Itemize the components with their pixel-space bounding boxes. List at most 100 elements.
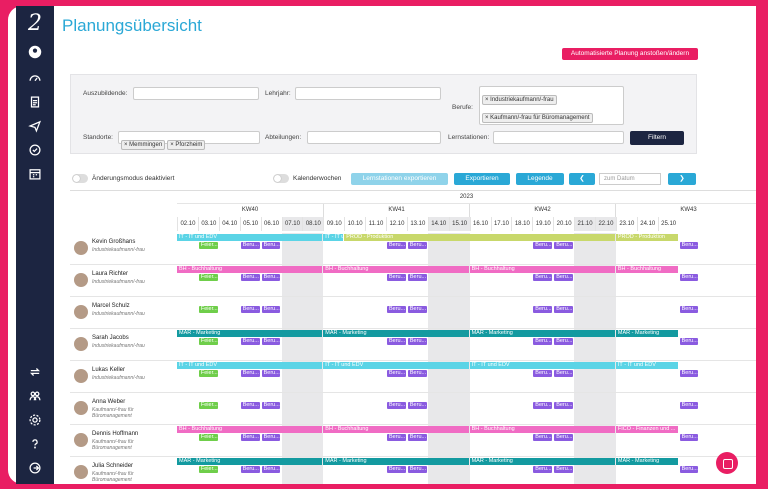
assignment-bar[interactable]: BH - Buchhaltung: [177, 426, 323, 433]
school-chip[interactable]: Beru...: [554, 434, 574, 441]
assignment-bar[interactable]: IT - IT und EDV: [323, 234, 344, 241]
abteilungen-input[interactable]: [307, 131, 441, 144]
assignment-bar[interactable]: MAR - Marketing: [615, 458, 678, 465]
exportieren-button[interactable]: Exportieren: [454, 173, 510, 185]
school-chip[interactable]: Beru...: [387, 402, 406, 409]
school-chip[interactable]: Beru...: [679, 274, 699, 281]
clipboard-icon[interactable]: [25, 92, 45, 112]
check-circle-icon[interactable]: [25, 140, 45, 160]
profile-icon[interactable]: [25, 42, 45, 62]
holiday-chip[interactable]: Feier...: [198, 242, 218, 249]
standorte-chip[interactable]: × Pforzheim: [167, 140, 206, 150]
school-chip[interactable]: Beru...: [679, 370, 699, 377]
school-chip[interactable]: Beru...: [554, 338, 574, 345]
school-chip[interactable]: Beru...: [533, 242, 553, 249]
dashboard-icon[interactable]: [25, 68, 45, 88]
assignment-bar[interactable]: IT - IT und EDV: [615, 362, 678, 369]
school-chip[interactable]: Beru...: [679, 306, 699, 313]
school-chip[interactable]: Beru...: [261, 370, 281, 377]
school-chip[interactable]: Beru...: [387, 338, 406, 345]
school-chip[interactable]: Beru...: [387, 370, 406, 377]
school-chip[interactable]: Beru...: [387, 434, 406, 441]
school-chip[interactable]: Beru...: [261, 402, 281, 409]
school-chip[interactable]: Beru...: [533, 370, 553, 377]
school-chip[interactable]: Beru...: [679, 466, 699, 473]
assignment-bar[interactable]: MAR - Marketing: [323, 458, 469, 465]
school-chip[interactable]: Beru...: [533, 306, 553, 313]
kalenderwochen-toggle[interactable]: [273, 174, 289, 183]
school-chip[interactable]: Beru...: [407, 370, 427, 377]
send-icon[interactable]: [25, 116, 45, 136]
school-chip[interactable]: Beru...: [261, 306, 281, 313]
school-chip[interactable]: Beru...: [240, 242, 260, 249]
school-chip[interactable]: Beru...: [387, 306, 406, 313]
person-row[interactable]: Lukas Keller Industriekaufmann/-frau: [70, 361, 177, 393]
assignment-bar[interactable]: BH - Buchhaltung: [177, 266, 323, 273]
person-row[interactable]: Marcel Schulz Industriekaufmann/-frau: [70, 297, 177, 329]
school-chip[interactable]: Beru...: [240, 402, 260, 409]
school-chip[interactable]: Beru...: [533, 338, 553, 345]
school-chip[interactable]: Beru...: [407, 434, 427, 441]
person-row[interactable]: Dennis Hoffmann Kaufmann/-frau für Büroma…: [70, 425, 177, 457]
school-chip[interactable]: Beru...: [407, 402, 427, 409]
settings-icon[interactable]: [25, 410, 45, 430]
school-chip[interactable]: Beru...: [554, 402, 574, 409]
assignment-bar[interactable]: BH - Buchhaltung: [469, 266, 615, 273]
assignment-bar[interactable]: MAR - Marketing: [323, 330, 469, 337]
person-row[interactable]: Laura Richter Industriekaufmann/-frau: [70, 265, 177, 297]
assignment-bar[interactable]: MAR - Marketing: [615, 330, 678, 337]
date-input[interactable]: zum Datum: [599, 173, 661, 185]
berufe-chip[interactable]: × Kaufmann/-frau für Büromanagement: [482, 113, 593, 123]
person-row[interactable]: Kevin Großhans Industriekaufmann/-frau: [70, 233, 177, 265]
assignment-bar[interactable]: MAR - Marketing: [469, 458, 615, 465]
berufe-input[interactable]: × Industriekaufmann/-frau × Kaufmann/-fr…: [479, 86, 624, 125]
holiday-chip[interactable]: Feier...: [198, 434, 218, 441]
school-chip[interactable]: Beru...: [240, 306, 260, 313]
prev-button[interactable]: ❮: [569, 173, 595, 185]
person-row[interactable]: Sarah Jacobs Industriekaufmann/-frau: [70, 329, 177, 361]
school-chip[interactable]: Beru...: [679, 402, 699, 409]
assignment-bar[interactable]: PROD - Produktion: [344, 234, 615, 241]
school-chip[interactable]: Beru...: [261, 338, 281, 345]
assignment-bar[interactable]: MAR - Marketing: [469, 330, 615, 337]
lehrjahr-input[interactable]: [295, 87, 441, 100]
holiday-chip[interactable]: Feier...: [198, 466, 218, 473]
school-chip[interactable]: Beru...: [261, 434, 281, 441]
auszubildende-input[interactable]: [133, 87, 259, 100]
school-chip[interactable]: Beru...: [554, 306, 574, 313]
calendar-icon[interactable]: [25, 164, 45, 184]
school-chip[interactable]: Beru...: [387, 242, 406, 249]
assignment-bar[interactable]: MAR - Marketing: [177, 330, 323, 337]
assignment-bar[interactable]: IT - IT und EDV: [177, 234, 323, 241]
assignment-bar[interactable]: MAR - Marketing: [177, 458, 323, 465]
school-chip[interactable]: Beru...: [533, 466, 553, 473]
school-chip[interactable]: Beru...: [407, 242, 427, 249]
school-chip[interactable]: Beru...: [240, 274, 260, 281]
holiday-chip[interactable]: Feier...: [198, 306, 218, 313]
assignment-bar[interactable]: IT - IT und EDV: [323, 362, 469, 369]
assignment-bar[interactable]: BH - Buchhaltung: [323, 266, 469, 273]
standorte-input[interactable]: × Memmingen × Pforzheim: [118, 131, 260, 150]
holiday-chip[interactable]: Feier...: [198, 402, 218, 409]
school-chip[interactable]: Beru...: [554, 274, 574, 281]
school-chip[interactable]: Beru...: [679, 242, 699, 249]
next-button[interactable]: ❯: [668, 173, 696, 185]
standorte-chip[interactable]: × Memmingen: [121, 140, 166, 150]
school-chip[interactable]: Beru...: [240, 466, 260, 473]
school-chip[interactable]: Beru...: [387, 466, 406, 473]
help-icon[interactable]: [25, 434, 45, 454]
school-chip[interactable]: Beru...: [261, 274, 281, 281]
auto-planning-button[interactable]: Automatisierte Planung anstoßen/ändern: [562, 48, 698, 60]
school-chip[interactable]: Beru...: [679, 338, 699, 345]
school-chip[interactable]: Beru...: [240, 338, 260, 345]
assignment-bar[interactable]: PROD - Produktion: [615, 234, 678, 241]
filter-button[interactable]: Filtern: [630, 131, 684, 145]
school-chip[interactable]: Beru...: [533, 434, 553, 441]
berufe-chip[interactable]: × Industriekaufmann/-frau: [482, 95, 557, 105]
lernstationen-input[interactable]: [493, 131, 624, 144]
school-chip[interactable]: Beru...: [554, 242, 574, 249]
school-chip[interactable]: Beru...: [387, 274, 406, 281]
chat-button[interactable]: [716, 452, 738, 474]
school-chip[interactable]: Beru...: [407, 466, 427, 473]
aenderungsmodus-toggle[interactable]: [72, 174, 88, 183]
